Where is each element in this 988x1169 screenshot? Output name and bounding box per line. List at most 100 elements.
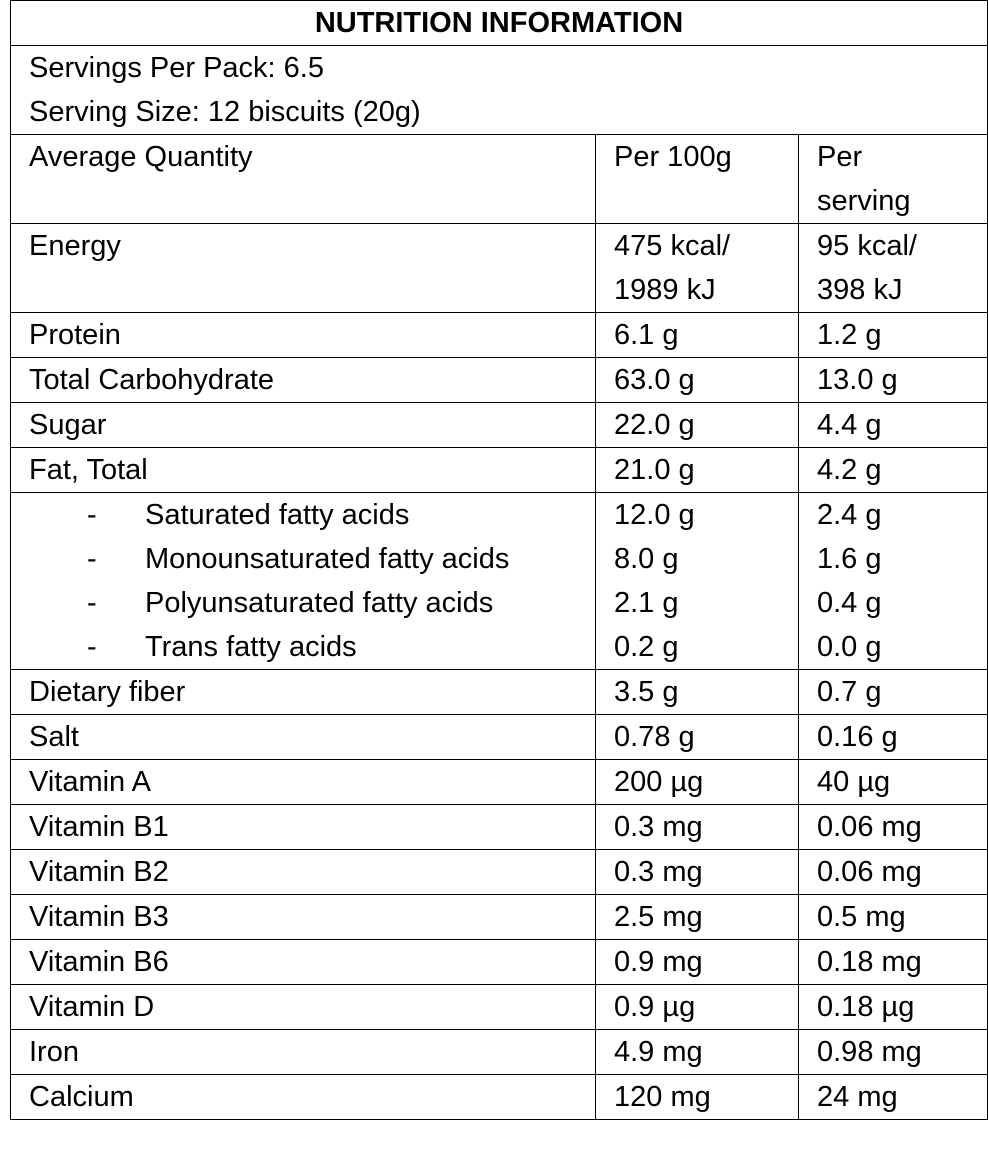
serving-info-cell: Servings Per Pack: 6.5 Serving Size: 12 … [10,45,988,135]
per-serving-value: 0.98 mg [817,1036,922,1068]
nutrient-name: Vitamin B3 [29,901,169,933]
energy-per-100g-kj: 1989 kJ [614,274,716,306]
nutrient-name-cell: Vitamin D [10,984,596,1030]
nutrient-name: Vitamin B6 [29,946,169,978]
fatty-acid-name: Trans fatty acids [145,631,357,663]
energy-label: Energy [29,230,121,262]
per-100g-value: 0.3 mg [614,811,703,843]
header-per-100g-label: Per 100g [614,141,732,173]
fatty-acids-name-cell: - Saturated fatty acids - Monounsaturated f… [10,492,596,670]
nutrient-name-cell: Vitamin B1 [10,804,596,850]
nutrient-name-cell: Total Carbohydrate [10,357,596,403]
per-serving-cell: 0.5 mg [798,894,988,940]
fatty-acid-name: Monounsaturated fatty acids [145,543,510,575]
per-100g-value: 4.9 mg [614,1036,703,1068]
list-dash: - [87,543,97,575]
fatty-acid-name: Saturated fatty acids [145,499,410,531]
nutrient-name: Calcium [29,1081,134,1113]
nutrient-row-dietary-fiber: Dietary fiber 3.5 g 0.7 g [10,669,988,715]
header-name-label: Average Quantity [29,141,253,173]
per-serving-value: 0.5 mg [817,901,906,933]
per-100g-cell: 200 µg [595,759,799,805]
per-100g-cell: 2.5 mg [595,894,799,940]
per-100g-value: 0.9 mg [614,946,703,978]
per-serving-cell: 4.4 g [798,402,988,448]
nutrient-name: Protein [29,319,121,351]
per-serving-value: 0.18 mg [817,946,922,978]
nutrient-name: Total Carbohydrate [29,364,275,396]
nutrient-row-iron: Iron 4.9 mg 0.98 mg [10,1029,988,1075]
per-serving-value: 0.0 g [817,631,882,663]
per-serving-value: 40 µg [817,766,891,798]
per-100g-cell: 0.3 mg [595,849,799,895]
per-serving-cell: 0.18 µg [798,984,988,1030]
nutrient-name-cell: Fat, Total [10,447,596,493]
per-100g-cell: 63.0 g [595,357,799,403]
header-per-100g: Per 100g [595,134,799,224]
per-100g-value: 0.9 µg [614,991,696,1023]
nutrient-row-vitamin-b3: Vitamin B3 2.5 mg 0.5 mg [10,894,988,940]
per-serving-value: 13.0 g [817,364,898,396]
per-100g-cell: 0.3 mg [595,804,799,850]
per-100g-value: 6.1 g [614,319,679,351]
per-100g-value: 0.3 mg [614,856,703,888]
fatty-acid-trans-fatty-acids: - Trans fatty acids [29,625,577,669]
nutrient-row-protein: Protein 6.1 g 1.2 g [10,312,988,358]
per-100g-value: 120 mg [614,1081,711,1113]
nutrient-row-sugar: Sugar 22.0 g 4.4 g [10,402,988,448]
nutrient-row-calcium: Calcium 120 mg 24 mg [10,1074,988,1120]
nutrition-table: NUTRITION INFORMATION Servings Per Pack:… [10,0,988,1120]
fatty-acid-polyunsaturated-fatty-acids: - Polyunsaturated fatty acids [29,581,577,625]
per-serving-cell: 1.2 g [798,312,988,358]
nutrient-row-vitamin-d: Vitamin D 0.9 µg 0.18 µg [10,984,988,1030]
energy-per-serving-kj: 398 kJ [817,274,903,306]
energy-per-100g-cell: 475 kcal/ 1989 kJ [595,223,799,313]
per-100g-cell: 6.1 g [595,312,799,358]
per-serving-cell: 0.06 mg [798,849,988,895]
fatty-acid-name: Polyunsaturated fatty acids [145,587,494,619]
nutrient-row-salt: Salt 0.78 g 0.16 g [10,714,988,760]
fatty-acid-saturated-fatty-acids: - Saturated fatty acids [29,494,577,538]
nutrient-row-vitamin-b1: Vitamin B1 0.3 mg 0.06 mg [10,804,988,850]
nutrition-table-body: NUTRITION INFORMATION Servings Per Pack:… [10,0,988,1120]
nutrient-name: Vitamin D [29,991,155,1023]
per-serving-value: 0.7 g [817,676,882,708]
per-serving-value: 1.2 g [817,319,882,351]
per-100g-value: 3.5 g [614,676,679,708]
per-100g-value: 2.5 mg [614,901,703,933]
per-serving-value: 0.4 g [817,587,882,619]
header-per-serving-line1: Per [817,141,863,173]
nutrient-name-cell: Dietary fiber [10,669,596,715]
per-serving-value: 0.16 g [817,721,898,753]
nutrient-row-total-carbohydrate: Total Carbohydrate 63.0 g 13.0 g [10,357,988,403]
per-serving-value: 0.06 mg [817,856,922,888]
per-serving-cell: 13.0 g [798,357,988,403]
per-100g-cell: 22.0 g [595,402,799,448]
header-per-serving-line2: serving [817,185,911,217]
energy-row: Energy 475 kcal/ 1989 kJ 95 kcal/ 398 kJ [10,223,988,313]
per-100g-cell: 120 mg [595,1074,799,1120]
nutrient-name-cell: Vitamin B3 [10,894,596,940]
list-dash: - [87,587,97,619]
list-dash: - [87,631,97,663]
nutrient-name: Sugar [29,409,107,441]
nutrient-name: Vitamin A [29,766,151,798]
per-serving-value: 4.2 g [817,454,882,486]
nutrient-name: Vitamin B1 [29,811,169,843]
per-100g-cell: 0.78 g [595,714,799,760]
nutrient-row-fat-total: Fat, Total 21.0 g 4.2 g [10,447,988,493]
per-serving-value: 2.4 g [817,499,882,531]
per-100g-value: 12.0 g [614,499,695,531]
per-serving-value: 0.06 mg [817,811,922,843]
per-100g-value: 8.0 g [614,543,679,575]
nutrient-name-cell: Iron [10,1029,596,1075]
per-serving-cell: 0.06 mg [798,804,988,850]
per-serving-value: 1.6 g [817,543,882,575]
nutrient-row-vitamin-a: Vitamin A 200 µg 40 µg [10,759,988,805]
per-100g-cell: 3.5 g [595,669,799,715]
nutrient-name-cell: Vitamin A [10,759,596,805]
servings-per-pack: Servings Per Pack: 6.5 [29,52,324,84]
header-per-serving: Per serving [798,134,988,224]
per-100g-cell: 0.9 mg [595,939,799,985]
per-serving-value: 0.18 µg [817,991,915,1023]
